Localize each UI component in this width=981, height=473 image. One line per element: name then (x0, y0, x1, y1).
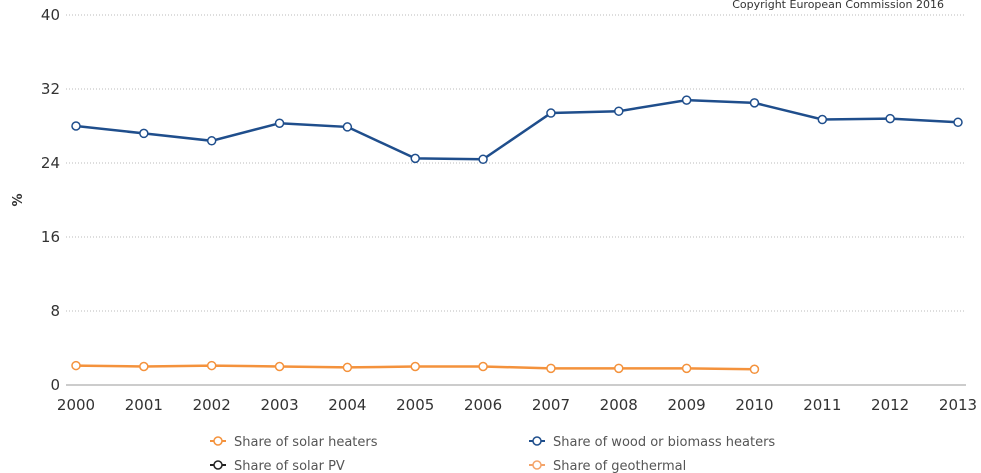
x-tick-label: 2008 (600, 396, 638, 414)
y-tick-label: 16 (41, 228, 60, 246)
data-point[interactable] (206, 360, 217, 371)
legend-item[interactable]: Share of solar heaters (210, 435, 378, 450)
data-point[interactable] (546, 363, 556, 374)
legend-item[interactable]: Share of geothermal (529, 459, 686, 473)
x-tick-label: 2011 (803, 396, 841, 414)
data-point[interactable] (885, 113, 895, 124)
legend-marker (213, 436, 223, 446)
x-tick-label: 2009 (668, 396, 706, 414)
data-point[interactable] (342, 362, 353, 373)
x-tick-label: 2001 (125, 396, 163, 414)
data-point[interactable] (953, 117, 963, 128)
y-axis-label: % (11, 193, 26, 206)
data-point[interactable] (478, 361, 488, 372)
legend-item[interactable]: Share of wood or biomass heaters (529, 435, 775, 450)
x-tick-label: 2004 (328, 396, 366, 414)
data-point[interactable] (478, 154, 488, 165)
y-tick-label: 8 (50, 302, 60, 320)
data-point[interactable] (749, 364, 760, 375)
x-tick-label: 2005 (396, 396, 434, 414)
legend-label: Share of wood or biomass heaters (553, 435, 775, 450)
data-point[interactable] (71, 360, 81, 371)
gridlines (66, 14, 966, 386)
x-tick-label: 2000 (57, 396, 95, 414)
data-point[interactable] (614, 106, 624, 116)
legend[interactable]: Share of solar heaters Share of wood or b… (210, 435, 775, 473)
x-tick-label: 2012 (871, 396, 909, 414)
data-point[interactable] (614, 363, 624, 374)
x-tick-label: 2010 (735, 396, 773, 414)
copyright-text: Copyright European Commission 2016 (732, 0, 944, 11)
data-point[interactable] (749, 98, 760, 108)
y-tick-label: 40 (41, 6, 60, 24)
legend-item[interactable]: Share of solar PV (210, 459, 345, 473)
data-point[interactable] (681, 363, 692, 374)
x-tick-labels: 2000 2001 2002 2003 2004 2005 2006 2007 2008 2009… (57, 396, 977, 414)
data-point[interactable] (681, 95, 692, 105)
data-point[interactable] (410, 361, 420, 372)
legend-label: Share of geothermal (553, 459, 686, 473)
x-tick-label: 2006 (464, 396, 502, 414)
x-tick-label: 2013 (939, 396, 977, 414)
data-point[interactable] (206, 136, 217, 146)
legend-label: Share of solar heaters (234, 435, 378, 450)
data-point[interactable] (71, 121, 81, 131)
legend-label: Share of solar PV (234, 459, 345, 473)
y-tick-label: 32 (41, 80, 60, 98)
data-point[interactable] (817, 114, 828, 125)
data-point[interactable] (139, 361, 149, 372)
data-point[interactable] (274, 118, 285, 128)
series-line-1 (75, 98, 959, 161)
data-point[interactable] (274, 361, 285, 372)
legend-marker (532, 460, 542, 470)
data-point[interactable] (342, 122, 353, 132)
legend-marker (213, 460, 223, 470)
data-point[interactable] (139, 128, 149, 139)
y-tick-labels: 0 8 16 24 32 40 (41, 6, 60, 394)
x-tick-label: 2002 (193, 396, 231, 414)
series-lines (71, 95, 963, 375)
y-tick-label: 24 (41, 154, 60, 172)
x-tick-label: 2007 (532, 396, 570, 414)
data-point[interactable] (546, 108, 556, 118)
legend-marker (532, 436, 542, 446)
data-point[interactable] (410, 153, 420, 164)
y-tick-label: 0 (50, 376, 60, 394)
x-tick-label: 2003 (260, 396, 298, 414)
